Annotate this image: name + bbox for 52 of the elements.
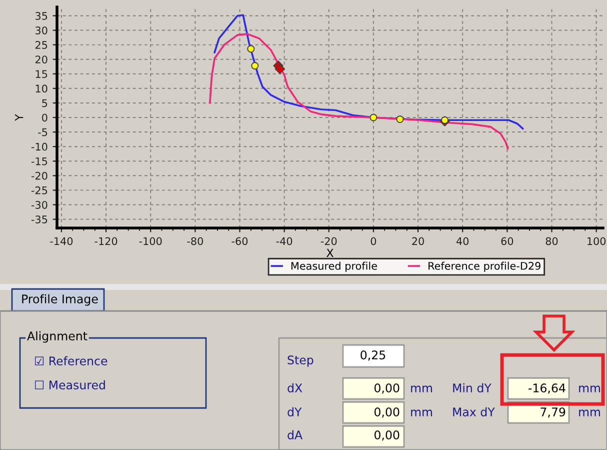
y-tick-label: 30	[36, 26, 48, 34]
x-tick-label: 40	[456, 237, 469, 246]
text: 0,00	[374, 383, 400, 394]
y-tick-label: -5	[38, 128, 48, 136]
y-tick-label: 25	[35, 41, 48, 49]
text: 7,79	[540, 407, 566, 418]
x-tick-label: 0	[370, 237, 376, 246]
text: -16,64	[528, 383, 566, 394]
x-tick-label: -20	[320, 237, 337, 246]
x-tick-label: -80	[187, 237, 203, 246]
y-tick-label: 10	[36, 84, 48, 93]
text: Step	[288, 355, 314, 367]
y-tick-label: 20	[35, 56, 48, 64]
text: 0,25	[360, 350, 386, 361]
y-tick-label: -35	[31, 216, 48, 224]
y-tick-label: 5	[42, 99, 48, 108]
y-tick-label: 15	[36, 70, 48, 78]
y-tick-label: -30	[31, 200, 48, 209]
x-tick-label: 80	[546, 237, 558, 246]
text: Min dY	[453, 383, 492, 392]
legend-label: Measured profile	[291, 262, 377, 272]
x-tick-label: 100	[588, 237, 606, 246]
x-tick-label: -140	[50, 237, 73, 246]
text: dA	[288, 430, 302, 440]
text: dX	[288, 383, 302, 392]
text: 0,00	[374, 407, 400, 418]
text: mm	[579, 386, 600, 392]
y-tick-label: -20	[31, 172, 48, 180]
y-tick-label: -10	[31, 142, 48, 151]
legend-label: Reference profile-D29	[428, 262, 540, 272]
text: ☑ Reference	[35, 356, 108, 366]
text: mm	[411, 410, 432, 416]
x-tick-label: 20	[412, 237, 424, 246]
x-tick-label: -100	[139, 237, 162, 246]
y-axis-title: Y	[14, 114, 24, 121]
x-tick-label: -120	[94, 237, 118, 246]
x-tick-label: -40	[276, 237, 292, 246]
text: Profile Image	[22, 294, 98, 306]
x-tick-label: -60	[232, 237, 248, 246]
text: mm	[579, 410, 600, 416]
text: ☐ Measured	[35, 380, 105, 390]
y-tick-label: -25	[31, 186, 48, 194]
y-tick-label: 0	[42, 114, 48, 122]
x-axis-title: X	[326, 248, 334, 257]
text: Max dY	[453, 407, 495, 416]
y-tick-label: 35	[36, 12, 48, 20]
text: mm	[411, 386, 432, 392]
x-tick-label: 60	[501, 237, 514, 246]
text: dY	[288, 407, 302, 416]
text: 0,00	[374, 430, 400, 441]
y-tick-label: -15	[31, 157, 48, 166]
text: Alignment	[27, 331, 88, 343]
